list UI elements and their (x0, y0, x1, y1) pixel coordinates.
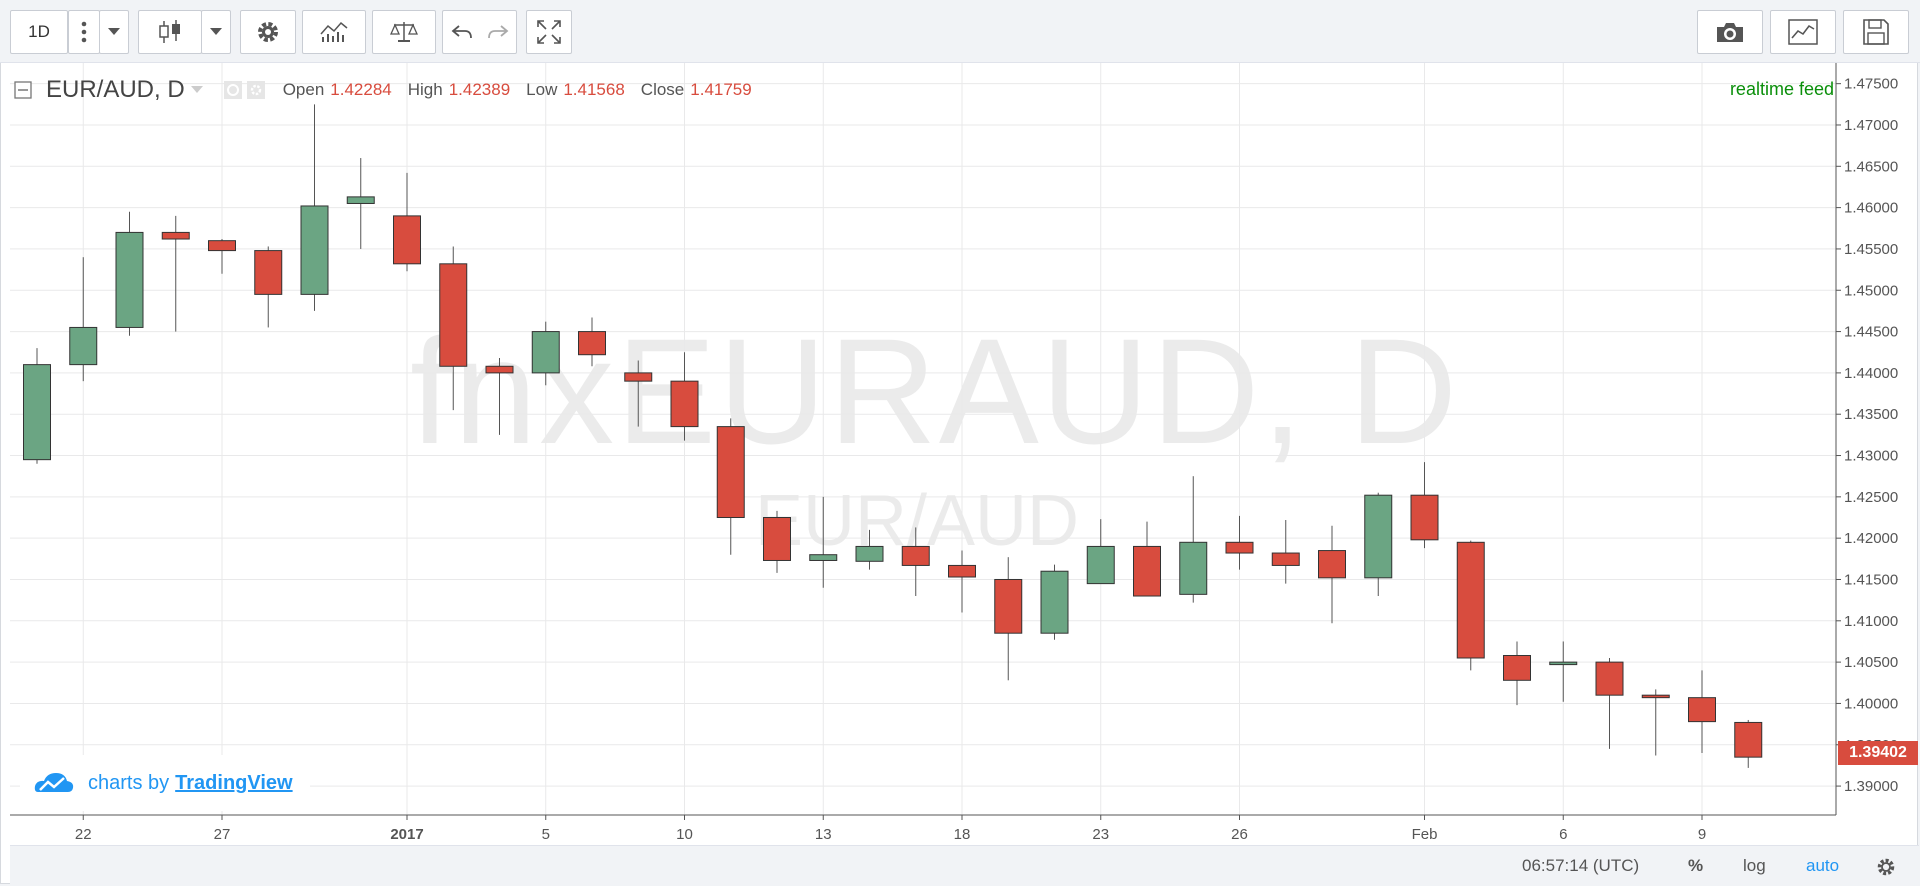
undo-icon[interactable] (442, 10, 480, 54)
realtime-feed-label: realtime feed (1729, 79, 1834, 99)
top-toolbar: 1D (0, 0, 1920, 63)
fullscreen-icon[interactable] (526, 10, 572, 54)
symbol-title[interactable]: EUR/AUD, D (46, 76, 185, 103)
clock-time: 06:57:14 (UTC) (1522, 856, 1640, 875)
more-vertical-icon[interactable] (68, 10, 100, 54)
bottom-bar: 06:57:14 (UTC) % log auto (10, 845, 1919, 886)
redo-icon[interactable] (479, 10, 517, 54)
save-icon[interactable] (1843, 10, 1909, 54)
branding-text: charts by (88, 771, 170, 794)
settings-gear-icon[interactable] (1876, 857, 1896, 877)
chart-style-icon[interactable] (1770, 10, 1836, 54)
dropdown-icon[interactable] (99, 10, 129, 54)
pair-watermark: EUR/AUD (755, 481, 1080, 561)
percent-toggle[interactable]: % (1688, 856, 1704, 875)
high-label: High (407, 80, 443, 99)
interval-button[interactable]: 1D (10, 10, 68, 54)
open-label: Open (282, 80, 325, 99)
low-value: 1.41568 (563, 80, 625, 99)
tradingview-branding: charts by TradingView (20, 755, 310, 811)
gear-icon[interactable] (240, 10, 296, 54)
high-value: 1.42389 (448, 80, 511, 99)
dropdown-icon[interactable] (201, 10, 231, 54)
current-price-label: 1.39402 (1838, 740, 1918, 765)
tradingview-logo-icon (34, 773, 74, 792)
candlestick-icon[interactable] (138, 10, 202, 54)
camera-icon[interactable] (1697, 10, 1763, 54)
indicators-icon[interactable] (302, 10, 366, 54)
compare-icon[interactable] (372, 10, 436, 54)
open-value: 1.42284 (330, 80, 392, 99)
low-label: Low (526, 80, 558, 99)
log-toggle[interactable]: log (1743, 856, 1766, 875)
visibility-settings-icon[interactable] (223, 79, 267, 101)
chart-legend: EUR/AUD, D Open 1.42284 High 1.42389 Low… (14, 75, 752, 105)
close-label: Close (640, 80, 685, 99)
collapse-legend-icon[interactable] (14, 81, 32, 99)
auto-scale-toggle[interactable]: auto (1806, 856, 1840, 875)
symbol-watermark: fnxEURAUD, D (410, 307, 1460, 475)
tradingview-link[interactable]: TradingView (175, 771, 293, 794)
close-value: 1.41759 (690, 80, 752, 99)
symbol-dropdown-icon[interactable] (190, 86, 203, 94)
